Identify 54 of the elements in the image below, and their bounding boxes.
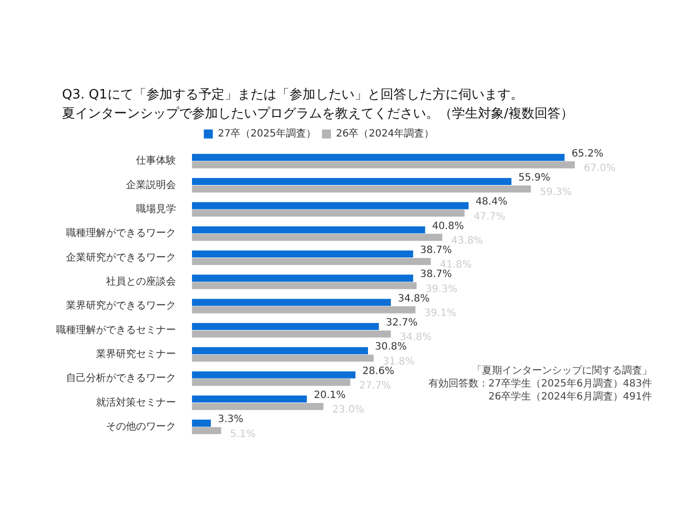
data-label: 34.8% (398, 293, 430, 304)
y-tick-label: 企業研究ができるワーク (66, 251, 176, 264)
data-label: 40.8% (432, 220, 464, 232)
bar (192, 202, 469, 210)
bar (192, 161, 575, 168)
bar (192, 298, 391, 306)
bar (192, 185, 531, 193)
y-tick-label: 職種理解ができるワーク (66, 227, 176, 240)
bar (192, 354, 374, 362)
bar (192, 427, 222, 434)
y-tick-label: 企業説明会 (126, 178, 176, 191)
chart-title: Q3. Q1にて「参加する予定」または「参加したい」と回答した方に伺います。夏インターンシップで参加したいプログラムを教えてください。（学生対象/複数回答） (62, 86, 574, 122)
data-label: 3.3% (218, 414, 244, 426)
annotation: 有効回答数：27卒学生（2025年6月調査）483件 (428, 377, 652, 390)
data-label: 30.8% (375, 342, 407, 353)
bar (192, 306, 416, 314)
y-tick-label: 仕事体験 (136, 154, 176, 167)
bar (192, 274, 414, 282)
data-label: 38.7% (420, 269, 452, 280)
data-label: 38.7% (420, 245, 452, 256)
bar (192, 395, 307, 403)
bar (192, 402, 324, 410)
data-label: 32.7% (386, 318, 418, 329)
bar (192, 378, 350, 386)
y-tick-label: その他のワーク (106, 420, 176, 433)
bar (192, 234, 442, 241)
data-label: 20.1% (314, 390, 346, 402)
bar (192, 282, 417, 290)
bar (192, 347, 368, 354)
bar (192, 154, 565, 161)
bar (192, 250, 414, 258)
bar (192, 420, 211, 427)
y-tick-label: 自己分析ができるワーク (66, 372, 176, 384)
bar (192, 322, 379, 330)
data-label: 65.2% (572, 148, 604, 160)
bar (192, 258, 431, 266)
data-label: 28.6% (362, 366, 394, 377)
y-tick-label: 業界研究セミナー (96, 348, 176, 360)
legend-label: 27卒（2025年調査） (218, 128, 316, 140)
data-label: 48.4% (476, 196, 508, 208)
data-label: 55.9% (518, 172, 550, 184)
bar (192, 210, 465, 217)
y-tick-label: 業界研究ができるワーク (66, 300, 176, 312)
bar (192, 178, 512, 186)
y-tick-label: 職種理解ができるセミナー (56, 324, 176, 336)
annotation: 「夏期インターンシップに関する調査」 (472, 364, 652, 376)
bar (192, 226, 426, 234)
annotation: 26卒学生（2024年6月調査）491件 (488, 390, 652, 402)
bar (192, 330, 391, 338)
y-tick-label: 社員との座談会 (106, 276, 176, 288)
y-tick-label: 就活対策セミナー (96, 396, 176, 408)
bar (192, 371, 356, 378)
y-tick-label: 職場見学 (136, 203, 176, 216)
legend-label: 26卒（2024年調査） (336, 128, 434, 140)
